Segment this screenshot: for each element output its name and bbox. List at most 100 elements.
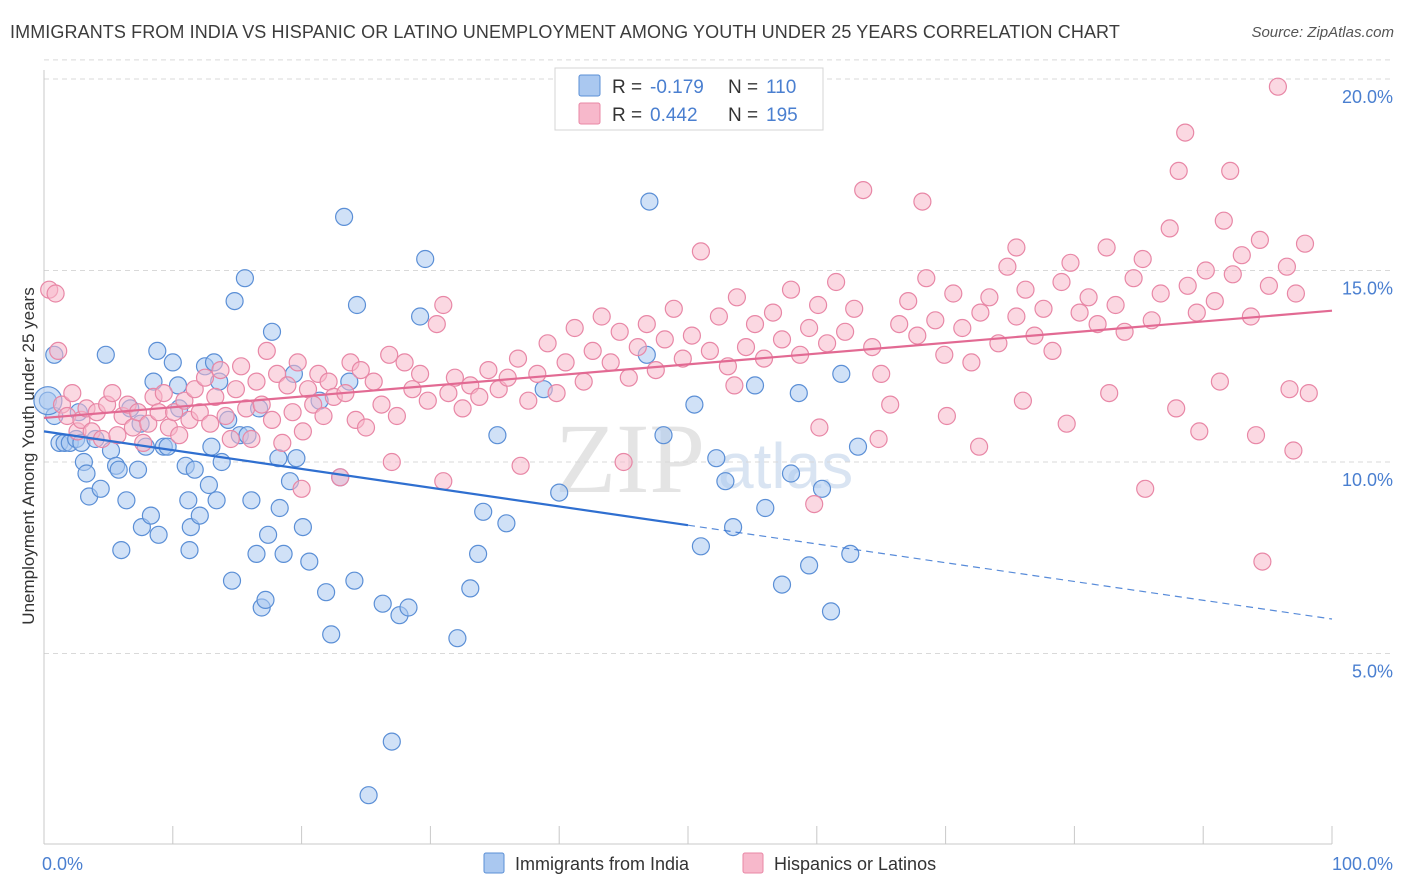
hispanic-point — [445, 368, 464, 387]
hispanic-point — [226, 380, 245, 399]
hispanic-point — [637, 315, 656, 334]
india-point — [685, 395, 704, 414]
india-point — [707, 449, 726, 468]
hispanic-point — [1052, 272, 1071, 292]
hispanic-point — [614, 452, 633, 472]
hispanic-point — [1136, 479, 1155, 498]
hispanic-point — [700, 341, 720, 360]
hispanic-point — [1070, 303, 1089, 322]
gridlines — [44, 59, 1392, 654]
hispanic-point — [1160, 219, 1179, 238]
hispanic-point — [810, 418, 829, 437]
india-point — [287, 449, 306, 468]
hispanic-point — [1277, 257, 1297, 276]
hispanic-point — [1223, 265, 1242, 284]
hispanic-point — [331, 468, 350, 487]
hispanic-point — [139, 414, 158, 433]
hispanic-point — [913, 192, 932, 211]
hispanic-point — [646, 361, 665, 380]
hispanic-point — [1124, 269, 1143, 288]
hispanic-point — [1299, 384, 1318, 403]
hispanic-point — [817, 334, 837, 353]
hispanic-point — [288, 353, 307, 372]
y-axis-title: Unemployment Among Youth under 25 years — [19, 287, 38, 624]
india-point — [416, 249, 435, 269]
hispanic-point — [1295, 234, 1315, 253]
india-point — [654, 426, 673, 445]
hispanic-point — [195, 368, 215, 387]
hispanic-point — [799, 318, 819, 338]
india-point — [148, 341, 167, 360]
hispanic-point — [890, 315, 909, 334]
x-tick-label-min: 0.0% — [42, 854, 83, 874]
hispanic-point — [1187, 303, 1206, 322]
series-hispanic-points — [40, 77, 1318, 571]
hispanic-point — [1210, 372, 1230, 391]
india-point — [322, 625, 341, 644]
india-point — [235, 269, 254, 288]
india-point — [317, 583, 336, 602]
series-legend: Immigrants from India Hispanics or Latin… — [483, 852, 936, 874]
hispanic-point — [835, 322, 855, 341]
hispanic-point — [854, 181, 873, 200]
bottom-legend-india: Immigrants from India — [515, 854, 690, 874]
hispanic-point — [935, 345, 954, 364]
hispanic-point — [664, 299, 683, 318]
india-point — [247, 544, 266, 564]
hispanic-point — [508, 349, 528, 368]
india-point — [179, 491, 198, 510]
india-point — [832, 364, 851, 383]
hispanic-point — [574, 372, 593, 391]
y-tick-label: 10.0% — [1342, 470, 1393, 490]
hispanic-point — [479, 361, 498, 380]
india-point — [199, 475, 218, 495]
hispanic-point — [434, 472, 453, 491]
hispanic-point — [1253, 552, 1272, 571]
hispanic-point — [1061, 253, 1080, 272]
hispanic-point — [211, 361, 230, 380]
hispanic-point — [1007, 238, 1026, 257]
hispanic-point — [691, 242, 711, 261]
hispanic-point — [1205, 292, 1224, 311]
india-point — [550, 483, 569, 502]
hispanic-point — [1190, 422, 1209, 441]
hispanic-point — [628, 338, 647, 357]
india-point — [274, 544, 293, 564]
india-point — [399, 598, 418, 617]
hispanic-point — [1057, 414, 1076, 433]
hispanic-point — [1286, 284, 1306, 303]
hispanic-point — [709, 307, 729, 326]
hispanic-point — [1016, 280, 1035, 299]
watermark-atlas: atlas — [718, 430, 853, 502]
india-point — [691, 537, 711, 556]
india-point — [77, 464, 96, 483]
hispanic-point — [154, 384, 173, 403]
hispanic-point — [201, 414, 220, 433]
hispanic-point — [319, 372, 338, 391]
x-tick-label-max: 100.0% — [1332, 854, 1393, 874]
india-point — [382, 732, 401, 751]
india-point — [185, 460, 204, 479]
legend-hispanic-r: 0.442 — [650, 105, 698, 126]
hispanic-point — [1169, 161, 1188, 180]
legend-r-label: R = — [612, 77, 642, 98]
hispanic-point — [292, 479, 311, 498]
india-point — [109, 460, 128, 479]
india-point — [745, 376, 765, 395]
hispanic-point — [351, 361, 370, 380]
hispanic-trendline — [43, 309, 1333, 420]
hispanic-point — [49, 341, 68, 360]
hispanic-point — [439, 384, 458, 403]
hispanic-point — [427, 315, 446, 334]
hispanic-point — [763, 303, 783, 322]
hispanic-point — [971, 303, 990, 322]
hispanic-point — [232, 357, 251, 376]
hispanic-point — [1259, 276, 1279, 295]
india-point — [141, 506, 160, 525]
hispanic-point — [805, 495, 824, 514]
hispanic-point — [293, 422, 312, 441]
bottom-legend-swatch-india — [483, 852, 505, 874]
hispanic-point — [498, 368, 517, 387]
hispanic-point — [1007, 307, 1026, 326]
